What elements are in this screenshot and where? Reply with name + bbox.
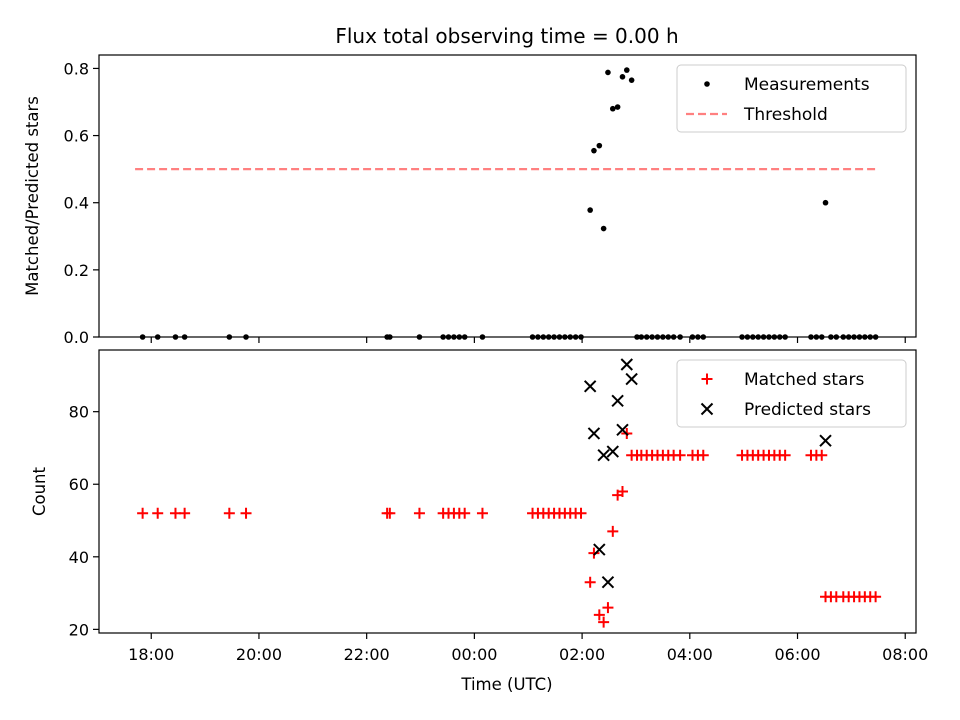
matched-star-point [384,507,396,519]
chart-title: Flux total observing time = 0.00 h [335,24,678,48]
matched-star-point [588,547,600,559]
measurement-point [605,69,611,76]
y-tick-label: 0.6 [64,127,89,146]
measurement-point [591,147,597,154]
matched-star-point [593,609,605,621]
measurement-point [822,199,829,206]
legend-entry: Predicted stars [700,400,871,420]
predicted-star-point [625,372,638,386]
matched-star-point [607,525,619,537]
y-tick-label: 0.4 [64,194,89,213]
matched-star-point [616,486,628,497]
legend-entry: Matched stars [701,370,864,390]
measurement-point [614,104,621,110]
legend-label: Threshold [743,105,828,125]
legend-box [676,359,907,428]
x-tick-label: 00:00 [451,645,497,664]
predicted-star-point [616,423,629,437]
matched-star-point [870,591,882,603]
matched-star-point [179,507,191,519]
x-tick-label: 08:00 [882,645,928,664]
legend-entry: Measurements [704,75,870,95]
matched-star-point [816,449,828,461]
ratio-panel: 0.00.20.40.60.8 Matched/Predicted stars … [23,54,917,347]
measurement-point [600,225,607,232]
matched-star-point [584,576,596,588]
legend-entry: Threshold [686,105,828,125]
y-tick-label: 0.8 [64,59,89,78]
predicted-star-point [587,427,601,440]
predicted-star-point [597,449,610,462]
predicted-star-point [611,394,624,408]
series-predicted-stars [583,358,832,589]
measurement-point [623,67,630,73]
x-tick-label: 06:00 [774,645,820,664]
predicted-star-point [593,543,606,556]
x-tick-label: 20:00 [236,645,282,664]
legend-box [676,64,907,133]
matched-star-point [697,449,709,461]
measurement-point [587,207,593,213]
predicted-star-point [620,358,633,371]
predicted-star-point [819,434,832,447]
legend-swatch [701,373,713,385]
matched-star-point [674,449,686,461]
count-plot-area [137,358,882,628]
series-matched-stars [137,427,882,628]
matched-star-point [240,507,252,519]
matched-star-point [152,507,164,519]
legend-swatch [700,402,714,416]
matched-star-point [602,602,614,614]
matched-star-point [779,449,791,461]
x-tick-label: 22:00 [344,645,390,664]
x-tick-label: 04:00 [667,645,713,664]
matched-star-point [575,507,587,519]
measurement-point [609,105,616,112]
legend-label: Matched stars [744,370,864,390]
matched-star-point [476,507,488,519]
y-tick-label: 0.2 [64,261,89,280]
matched-star-point [459,507,471,519]
predicted-star-point [583,380,597,393]
legend-label: Predicted stars [744,400,871,420]
legend-swatch [704,81,710,87]
y-tick-label: 20 [69,620,89,639]
y-tick-label: 60 [69,475,89,494]
y-tick-label: 80 [69,403,89,422]
count-y-axis-label: Count [30,466,49,516]
x-tick-label: 02:00 [559,645,605,664]
matched-star-point [413,507,425,519]
count-panel: 20 40 60 80 18:00 20:00 22:00 00:00 02:00 04:00 06… [30,349,928,664]
measurement-point [596,142,603,149]
ratio-y-axis-label: Matched/Predicted stars [23,96,42,296]
y-tick-label: 0.0 [64,328,89,347]
matched-star-point [223,507,235,519]
x-axis-label: Time (UTC) [460,675,552,694]
matched-star-point [137,507,149,519]
count-plot-frame [98,349,917,634]
ratio-plot-frame [98,54,917,338]
y-tick-label: 40 [69,548,89,567]
matched-star-point [598,616,610,628]
predicted-star-point [601,575,615,589]
measurement-point [628,77,635,83]
predicted-star-point [606,445,619,458]
measurement-point [619,74,626,80]
count-legend: Matched stars Predicted stars [676,359,907,428]
legend-label: Measurements [744,75,870,95]
ratio-legend: Measurements Threshold [676,64,907,133]
x-tick-label: 18:00 [128,645,174,664]
